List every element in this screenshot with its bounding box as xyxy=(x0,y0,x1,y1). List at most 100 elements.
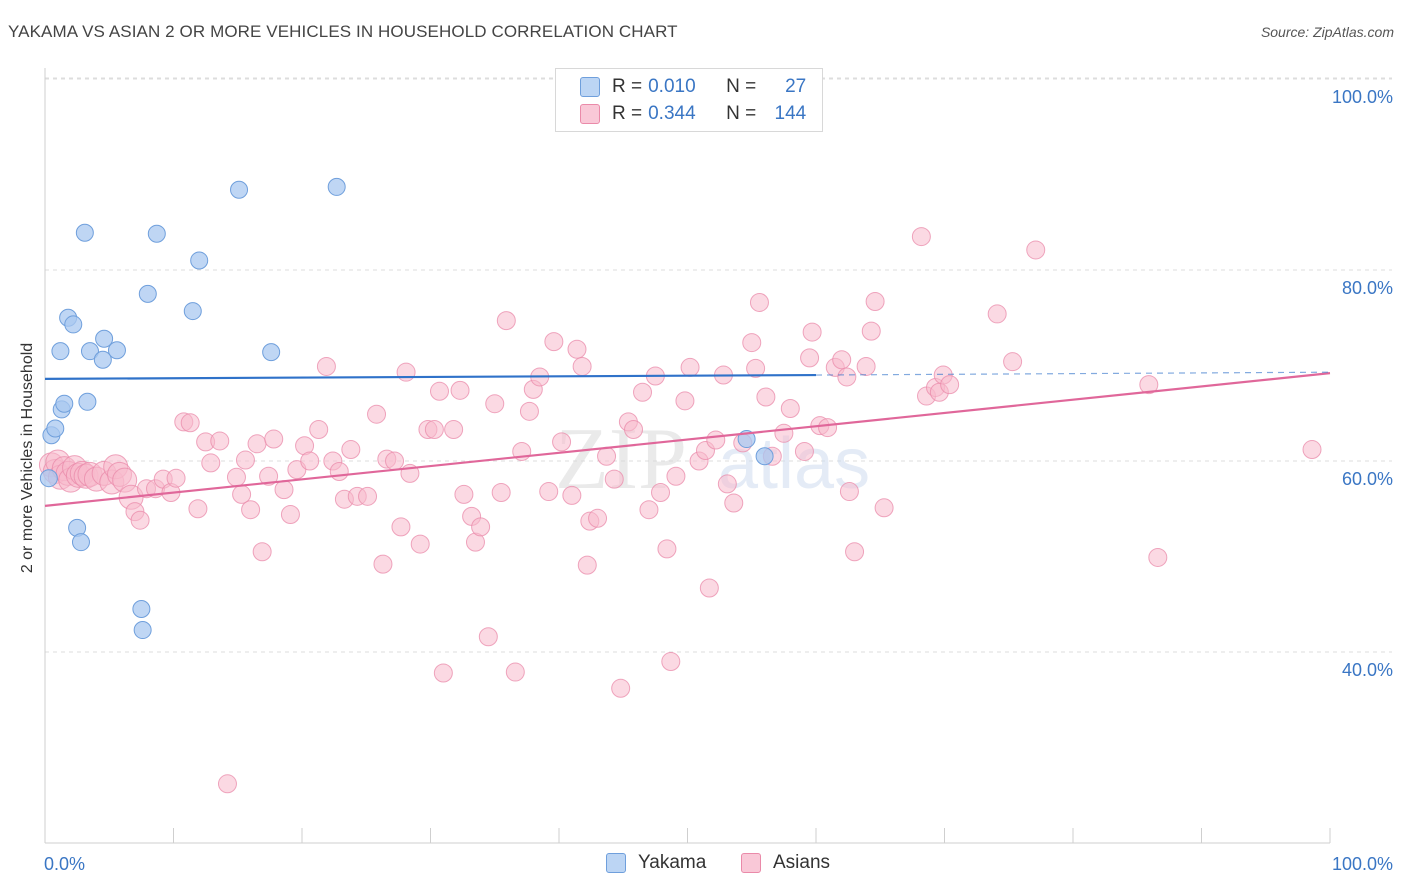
asian-point xyxy=(724,493,744,513)
x-tick-label: 100.0% xyxy=(1332,854,1393,874)
series-legend: Yakama Asians xyxy=(0,852,1406,878)
asian-point xyxy=(410,534,430,554)
asian-point xyxy=(742,333,762,353)
yakama-point xyxy=(80,342,99,361)
asian-point xyxy=(746,358,766,378)
legend-row-asians: R = 0.344 N = 144 xyxy=(556,101,806,127)
y-tick-label: 60.0% xyxy=(1342,469,1393,489)
asian-point xyxy=(597,446,617,466)
asian-point xyxy=(604,469,624,489)
asian-point xyxy=(639,500,659,520)
asians-trend-line xyxy=(44,372,1331,507)
asian-point xyxy=(552,432,572,452)
asian-point xyxy=(588,508,608,528)
asian-point xyxy=(1302,440,1322,460)
asian-point xyxy=(845,542,865,562)
asian-point xyxy=(577,555,597,575)
yakama-point xyxy=(133,621,152,640)
asian-point xyxy=(780,398,800,418)
asian-point xyxy=(188,499,208,519)
asian-point xyxy=(651,483,671,503)
yakama-point xyxy=(132,600,151,619)
asian-point xyxy=(454,484,474,504)
yakama-point xyxy=(71,533,90,552)
asian-point xyxy=(756,387,776,407)
yakama-point xyxy=(190,251,209,270)
asian-point xyxy=(837,367,857,387)
asian-point xyxy=(424,419,444,439)
asian-point xyxy=(496,311,516,331)
asian-point xyxy=(491,483,511,503)
yakama-point xyxy=(75,223,94,242)
source-label: Source: ZipAtlas.com xyxy=(1260,24,1394,40)
asian-point xyxy=(471,517,491,537)
asian-point xyxy=(166,468,186,488)
asians-swatch-icon xyxy=(580,104,600,124)
legend-item-yakama: Yakama xyxy=(606,852,706,874)
yakama-point xyxy=(138,284,157,303)
legend-r-value: 0.010 xyxy=(648,76,696,97)
legend-r-value: 0.344 xyxy=(648,103,696,124)
asian-point xyxy=(373,554,393,574)
asian-points xyxy=(38,227,1322,794)
asian-point xyxy=(987,304,1007,324)
yakama-points xyxy=(39,177,774,640)
asian-point xyxy=(1003,352,1023,372)
asian-point xyxy=(856,356,876,376)
asian-point xyxy=(794,441,814,461)
yakama-point xyxy=(93,350,112,369)
asian-point xyxy=(539,482,559,502)
asians-legend-icon xyxy=(741,853,761,873)
asian-point xyxy=(130,510,150,530)
asian-point xyxy=(818,418,838,438)
yakama-point xyxy=(262,343,281,362)
asian-point xyxy=(657,539,677,559)
asian-point xyxy=(217,774,237,794)
asian-point xyxy=(367,404,387,424)
asian-point xyxy=(252,542,272,562)
asian-point xyxy=(749,292,769,312)
asian-point xyxy=(201,453,221,473)
asian-point xyxy=(385,451,405,471)
yakama-legend-icon xyxy=(606,853,626,873)
asian-point xyxy=(675,391,695,411)
asian-point xyxy=(247,434,267,454)
asian-point xyxy=(911,227,931,247)
asian-point xyxy=(300,451,320,471)
yakama-point xyxy=(46,419,65,438)
asian-point xyxy=(274,480,294,500)
asian-point xyxy=(235,450,255,470)
asian-point xyxy=(341,440,361,460)
legend-n-value: 27 xyxy=(785,76,807,97)
asian-point xyxy=(329,462,349,482)
asian-point xyxy=(316,356,336,376)
legend-row-yakama: R = 0.010 N = 27 xyxy=(556,74,806,100)
yakama-point xyxy=(55,394,74,413)
asian-point xyxy=(280,504,300,524)
yakama-point xyxy=(230,180,249,199)
y-tick-label: 100.0% xyxy=(1332,87,1393,107)
asian-point xyxy=(1026,240,1046,260)
yakama-point xyxy=(107,341,126,360)
y-tick-label: 80.0% xyxy=(1342,278,1393,298)
asian-point xyxy=(450,380,470,400)
asian-point xyxy=(478,627,498,647)
asian-point xyxy=(940,375,960,395)
yakama-point xyxy=(183,302,202,321)
asian-point xyxy=(717,474,737,494)
asian-point xyxy=(1148,547,1168,567)
legend-n-value: 144 xyxy=(774,103,807,124)
legend-n-label: N = xyxy=(726,76,757,97)
asian-point xyxy=(567,339,587,359)
asian-point xyxy=(241,500,261,520)
y-tick-label: 40.0% xyxy=(1342,660,1393,680)
asian-point xyxy=(666,466,686,486)
legend-r-label: R = xyxy=(612,103,643,124)
asian-point xyxy=(706,430,726,450)
legend-n-label: N = xyxy=(726,103,757,124)
asian-point xyxy=(633,382,653,402)
yakama-point xyxy=(51,342,70,361)
x-tick-label: 0.0% xyxy=(44,854,85,874)
asian-point xyxy=(396,362,416,382)
asian-point xyxy=(774,423,794,443)
